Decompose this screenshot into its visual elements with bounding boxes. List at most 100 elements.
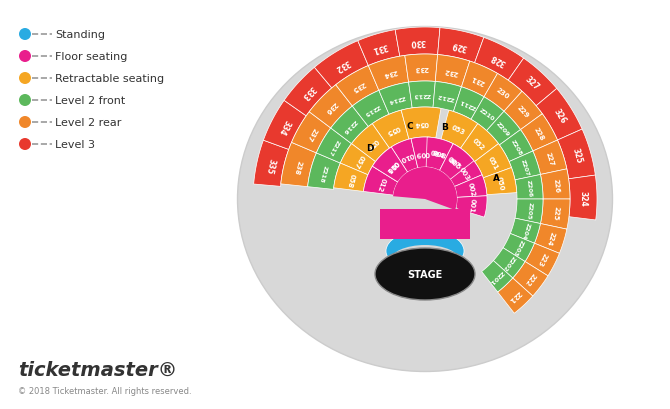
- Polygon shape: [331, 107, 369, 144]
- Text: 007: 007: [446, 155, 461, 169]
- Text: 332: 332: [333, 57, 351, 73]
- Text: 329: 329: [451, 39, 468, 51]
- Polygon shape: [429, 138, 453, 171]
- Text: 005: 005: [448, 156, 462, 170]
- Polygon shape: [456, 196, 487, 218]
- Text: 012: 012: [375, 176, 386, 192]
- Text: 330: 330: [410, 37, 426, 46]
- Polygon shape: [308, 153, 340, 190]
- Text: Z216: Z216: [342, 118, 358, 134]
- Circle shape: [19, 29, 31, 41]
- Text: 334: 334: [277, 117, 292, 135]
- Ellipse shape: [375, 248, 475, 300]
- Text: Z201: Z201: [488, 268, 505, 284]
- Circle shape: [19, 51, 31, 63]
- Polygon shape: [493, 248, 525, 278]
- Text: Z215: Z215: [363, 103, 381, 116]
- Text: © 2018 Ticketmaster. All rights reserved.: © 2018 Ticketmaster. All rights reserved…: [18, 387, 192, 396]
- Polygon shape: [511, 218, 541, 244]
- Polygon shape: [340, 144, 375, 175]
- Polygon shape: [433, 82, 462, 112]
- Polygon shape: [471, 98, 504, 131]
- Text: Z212: Z212: [437, 93, 455, 101]
- Text: STAGE: STAGE: [407, 270, 443, 279]
- Text: 327: 327: [523, 74, 541, 92]
- Polygon shape: [515, 200, 543, 224]
- Text: 233: 233: [414, 65, 429, 72]
- Polygon shape: [508, 59, 557, 106]
- Text: ticketmaster®: ticketmaster®: [18, 360, 178, 379]
- Polygon shape: [525, 244, 559, 276]
- Text: Z207: Z207: [520, 158, 530, 176]
- Polygon shape: [535, 224, 567, 254]
- Text: Z217: Z217: [328, 138, 340, 156]
- Text: 229: 229: [516, 104, 530, 119]
- Polygon shape: [405, 55, 438, 83]
- Text: Z206: Z206: [526, 180, 533, 198]
- Text: 326: 326: [551, 107, 567, 125]
- Polygon shape: [369, 56, 409, 91]
- Polygon shape: [521, 115, 557, 152]
- Text: 052: 052: [471, 137, 486, 151]
- Polygon shape: [454, 175, 487, 198]
- Circle shape: [19, 117, 31, 129]
- Text: 333: 333: [299, 84, 317, 101]
- Ellipse shape: [391, 190, 459, 245]
- Text: 237: 237: [305, 126, 318, 142]
- Polygon shape: [509, 152, 541, 180]
- Text: 004: 004: [429, 149, 445, 159]
- Text: 234: 234: [382, 68, 398, 78]
- Polygon shape: [482, 261, 513, 292]
- Polygon shape: [358, 31, 400, 66]
- Text: Level 3: Level 3: [55, 139, 95, 150]
- Text: 238: 238: [293, 159, 302, 174]
- Ellipse shape: [390, 245, 460, 277]
- Polygon shape: [263, 101, 306, 150]
- Text: Z203: Z203: [513, 238, 525, 256]
- Text: 003: 003: [458, 166, 471, 182]
- Circle shape: [19, 95, 31, 107]
- Text: Z213: Z213: [413, 92, 431, 97]
- Polygon shape: [536, 89, 582, 141]
- Text: Z211: Z211: [459, 98, 477, 110]
- Text: Floor seating: Floor seating: [55, 52, 127, 62]
- Polygon shape: [409, 82, 436, 109]
- Ellipse shape: [386, 230, 464, 272]
- Text: Z209: Z209: [495, 121, 511, 137]
- Polygon shape: [363, 167, 398, 196]
- Polygon shape: [393, 168, 457, 210]
- Polygon shape: [436, 55, 470, 88]
- Text: 228: 228: [533, 126, 545, 142]
- Text: 002: 002: [466, 181, 475, 197]
- Polygon shape: [309, 85, 352, 129]
- Polygon shape: [401, 108, 441, 140]
- Polygon shape: [334, 164, 368, 192]
- Polygon shape: [474, 38, 524, 81]
- Text: 050: 050: [496, 176, 505, 191]
- Polygon shape: [254, 141, 289, 187]
- Text: Standing: Standing: [55, 30, 105, 40]
- Text: Z210: Z210: [478, 108, 495, 122]
- Text: 231: 231: [470, 74, 486, 85]
- Polygon shape: [438, 29, 484, 63]
- Text: Z218: Z218: [319, 164, 328, 182]
- Polygon shape: [515, 175, 543, 200]
- Polygon shape: [486, 112, 521, 146]
- Text: 224: 224: [546, 230, 555, 246]
- Text: 058: 058: [346, 172, 355, 187]
- Polygon shape: [440, 144, 470, 178]
- Text: 051: 051: [486, 155, 498, 171]
- Text: 227: 227: [545, 151, 555, 167]
- Polygon shape: [484, 74, 522, 112]
- Polygon shape: [352, 91, 389, 127]
- Text: 223: 223: [536, 251, 548, 267]
- Text: 054: 054: [414, 119, 429, 126]
- Text: 226: 226: [552, 178, 559, 193]
- Polygon shape: [557, 130, 596, 180]
- Polygon shape: [352, 124, 389, 162]
- Polygon shape: [291, 112, 331, 153]
- Polygon shape: [379, 83, 412, 115]
- Text: 324: 324: [579, 190, 588, 206]
- Polygon shape: [316, 129, 352, 164]
- Polygon shape: [373, 148, 407, 182]
